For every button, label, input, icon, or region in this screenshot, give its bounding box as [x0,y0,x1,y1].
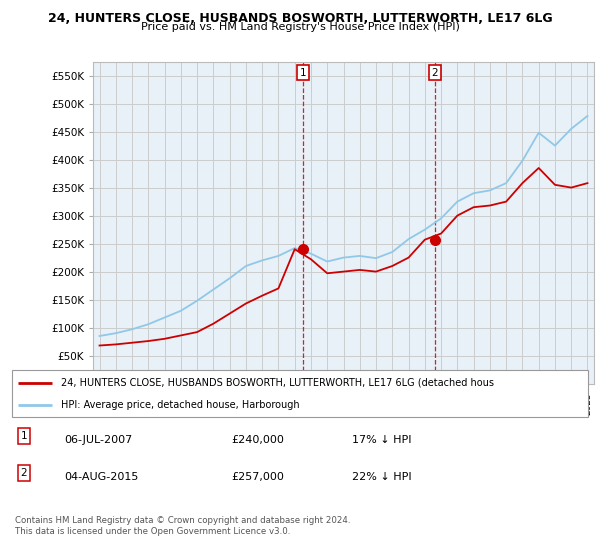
Text: £240,000: £240,000 [231,435,284,445]
Text: Price paid vs. HM Land Registry's House Price Index (HPI): Price paid vs. HM Land Registry's House … [140,22,460,32]
Text: 06-JUL-2007: 06-JUL-2007 [64,435,132,445]
Text: 1: 1 [20,431,27,441]
Text: 2: 2 [20,468,27,478]
Text: 24, HUNTERS CLOSE, HUSBANDS BOSWORTH, LUTTERWORTH, LE17 6LG: 24, HUNTERS CLOSE, HUSBANDS BOSWORTH, LU… [47,12,553,25]
Text: HPI: Average price, detached house, Harborough: HPI: Average price, detached house, Harb… [61,400,299,410]
Text: £257,000: £257,000 [231,472,284,482]
FancyBboxPatch shape [12,370,588,417]
Text: Contains HM Land Registry data © Crown copyright and database right 2024.
This d: Contains HM Land Registry data © Crown c… [15,516,350,536]
Text: 22% ↓ HPI: 22% ↓ HPI [352,472,412,482]
Text: 24, HUNTERS CLOSE, HUSBANDS BOSWORTH, LUTTERWORTH, LE17 6LG (detached hous: 24, HUNTERS CLOSE, HUSBANDS BOSWORTH, LU… [61,378,494,388]
Text: 1: 1 [299,68,306,78]
Text: 17% ↓ HPI: 17% ↓ HPI [352,435,412,445]
Text: 04-AUG-2015: 04-AUG-2015 [64,472,138,482]
Text: 2: 2 [431,68,438,78]
